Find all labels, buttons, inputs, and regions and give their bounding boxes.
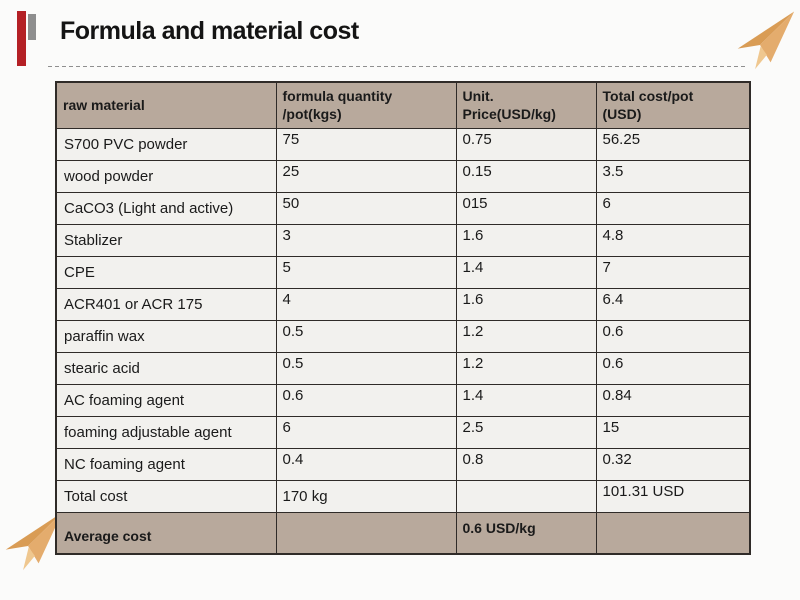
table-row: foaming adjustable agent 6 2.5 15: [55, 415, 751, 449]
value-cell: 2.5: [455, 415, 597, 449]
material-name-cell: AC foaming agent: [55, 383, 277, 417]
value-cell: 1.4: [455, 255, 597, 289]
value-cell: 1.2: [455, 319, 597, 353]
value-cell: 3.5: [595, 159, 751, 193]
material-name-cell: CPE: [55, 255, 277, 289]
gray-accent-bar: [28, 14, 36, 40]
paper-plane-icon: [5, 512, 63, 571]
dashed-divider: [48, 66, 748, 67]
material-name-cell: S700 PVC powder: [55, 127, 277, 161]
value-cell: 0.8: [455, 447, 597, 481]
material-name-cell: ACR401 or ACR 175: [55, 287, 277, 321]
value-cell: 0.84: [595, 383, 751, 417]
table-header: raw material formula quantity /pot(kgs) …: [55, 81, 751, 129]
value-cell: [275, 511, 457, 555]
value-cell: 0.6: [595, 351, 751, 385]
material-name-cell: Average cost: [55, 511, 277, 555]
table-row: S700 PVC powder 75 0.75 56.25: [55, 127, 751, 161]
value-cell: 015: [455, 191, 597, 225]
table-row: paraffin wax 0.5 1.2 0.6: [55, 319, 751, 353]
value-cell: 1.4: [455, 383, 597, 417]
value-cell: 0.5: [275, 319, 457, 353]
table-row: Stablizer 3 1.6 4.8: [55, 223, 751, 257]
material-name-cell: paraffin wax: [55, 319, 277, 353]
material-name-cell: Stablizer: [55, 223, 277, 257]
value-cell: 4.8: [595, 223, 751, 257]
value-cell: 0.6 USD/kg: [455, 511, 597, 555]
table-body: S700 PVC powder 75 0.75 56.25 wood powder 25 0…: [55, 127, 751, 555]
table-row: NC foaming agent 0.4 0.8 0.32: [55, 447, 751, 481]
value-cell: 56.25: [595, 127, 751, 161]
value-cell: 6: [595, 191, 751, 225]
value-cell: 75: [275, 127, 457, 161]
column-header-raw-material: raw material: [55, 81, 277, 129]
material-name-cell: foaming adjustable agent: [55, 415, 277, 449]
table-row: CPE 5 1.4 7: [55, 255, 751, 289]
value-cell: 0.4: [275, 447, 457, 481]
table-row: stearic acid 0.5 1.2 0.6: [55, 351, 751, 385]
material-name-cell: NC foaming agent: [55, 447, 277, 481]
cost-table: raw material formula quantity /pot(kgs) …: [55, 81, 751, 555]
table-footer-row: Average cost 0.6 USD/kg: [55, 511, 751, 555]
value-cell: 5: [275, 255, 457, 289]
material-name-cell: wood powder: [55, 159, 277, 193]
paper-plane-icon: [737, 11, 795, 70]
value-cell: 0.75: [455, 127, 597, 161]
value-cell: 0.32: [595, 447, 751, 481]
value-cell: 0.15: [455, 159, 597, 193]
page-title: Formula and material cost: [60, 17, 359, 45]
value-cell: 101.31 USD: [595, 479, 751, 513]
table-header-row: raw material formula quantity /pot(kgs) …: [55, 81, 751, 129]
value-cell: 0.6: [275, 383, 457, 417]
table-row: AC foaming agent 0.6 1.4 0.84: [55, 383, 751, 417]
column-header-formula-quantity: formula quantity /pot(kgs): [275, 81, 457, 129]
value-cell: 1.2: [455, 351, 597, 385]
table-row: CaCO3 (Light and active) 50 015 6: [55, 191, 751, 225]
value-cell: 50: [275, 191, 457, 225]
column-header-unit-price: Unit. Price(USD/kg): [455, 81, 597, 129]
value-cell: 15: [595, 415, 751, 449]
material-name-cell: stearic acid: [55, 351, 277, 385]
value-cell: 25: [275, 159, 457, 193]
red-accent-bar: [17, 11, 26, 66]
value-cell: 1.6: [455, 223, 597, 257]
material-name-cell: Total cost: [55, 479, 277, 513]
table-row: wood powder 25 0.15 3.5: [55, 159, 751, 193]
table-row: ACR401 or ACR 175 4 1.6 6.4: [55, 287, 751, 321]
value-cell: 170 kg: [275, 479, 457, 513]
value-cell: 6: [275, 415, 457, 449]
value-cell: 0.5: [275, 351, 457, 385]
column-header-total-cost: Total cost/pot (USD): [595, 81, 751, 129]
value-cell: [455, 479, 597, 513]
value-cell: 3: [275, 223, 457, 257]
value-cell: 1.6: [455, 287, 597, 321]
value-cell: 4: [275, 287, 457, 321]
value-cell: [595, 511, 751, 555]
table-row: Total cost 170 kg 101.31 USD: [55, 479, 751, 513]
value-cell: 6.4: [595, 287, 751, 321]
material-name-cell: CaCO3 (Light and active): [55, 191, 277, 225]
value-cell: 7: [595, 255, 751, 289]
value-cell: 0.6: [595, 319, 751, 353]
